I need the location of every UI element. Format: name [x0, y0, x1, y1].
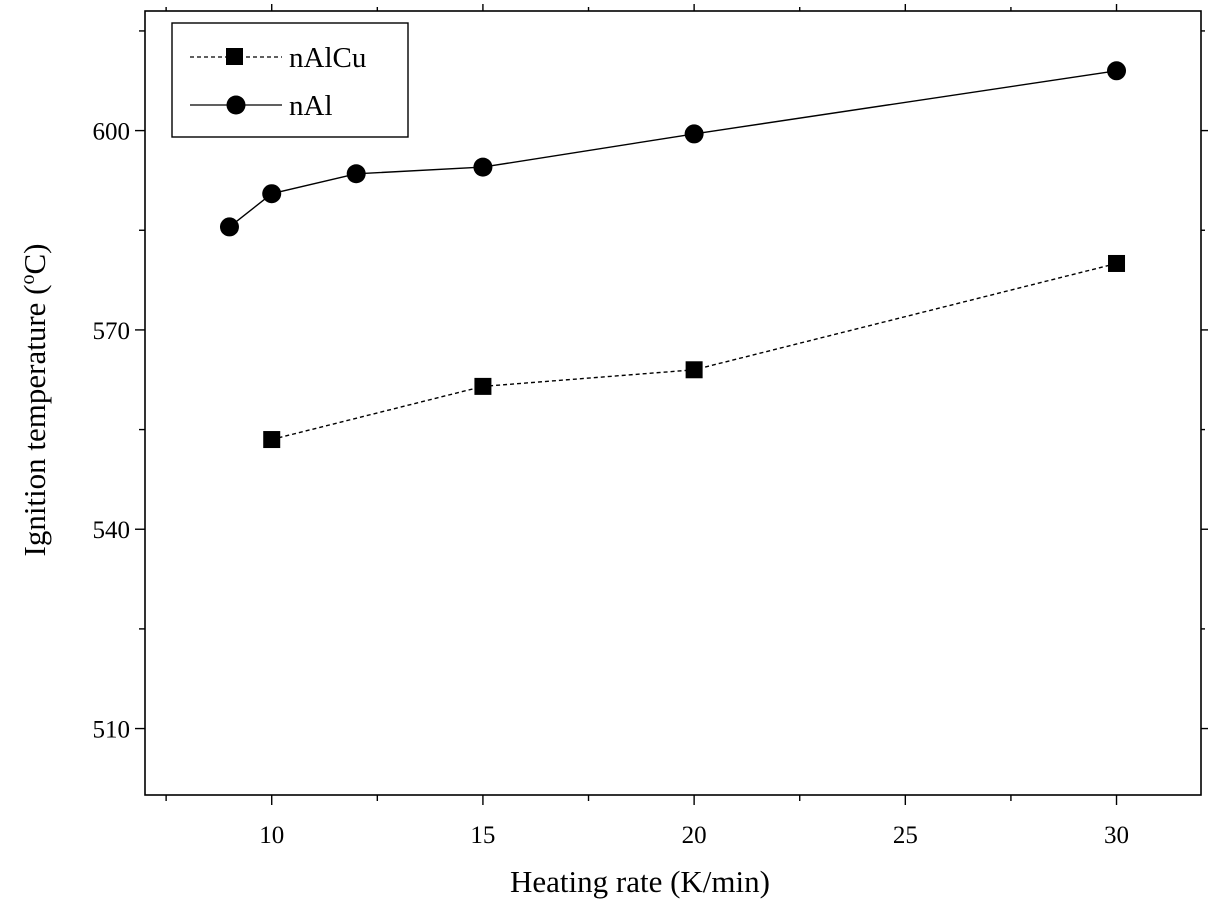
y-axis-title-unit: C) [17, 243, 52, 274]
legend-nalcu-marker [226, 48, 243, 65]
legend-entry-nalcu: nAlCu [190, 42, 366, 74]
data-point-nal [219, 217, 239, 237]
x-axis-title: Heating rate (K/min) [510, 864, 770, 899]
legend-entry-nal: nAl [190, 90, 333, 122]
axes [144, 10, 1202, 796]
y-tick-label: 600 [93, 119, 131, 146]
data-point-nal [346, 164, 366, 184]
y-tick-label: 510 [93, 717, 131, 744]
x-tick-label: 30 [1104, 822, 1129, 849]
y-axis-title: Ignition temperature (oC) [17, 243, 52, 556]
data-point-nalcu [474, 377, 492, 395]
series [219, 61, 1127, 449]
x-tick-label: 15 [470, 822, 495, 849]
legend: nAlCu nAl [171, 22, 409, 138]
legend-box [171, 22, 409, 138]
data-point-nalcu [685, 361, 703, 379]
legend-nal-marker [226, 95, 246, 115]
y-axis-title-degree: o [17, 274, 39, 284]
data-point-nal [262, 184, 282, 204]
legend-nalcu-label: nAlCu [289, 42, 366, 74]
data-point-nal [684, 124, 704, 144]
plot-frame [144, 10, 1202, 796]
y-tick-label: 570 [93, 318, 131, 345]
data-point-nalcu [263, 431, 281, 449]
ticks: 10 15 20 25 30 510 540 570 600 [93, 4, 1208, 849]
data-point-nal [473, 157, 493, 177]
x-tick-label: 20 [682, 822, 707, 849]
data-point-nal [1107, 61, 1127, 81]
y-axis-title-main: Ignition temperature ( [17, 284, 52, 556]
data-point-nalcu [1108, 254, 1126, 272]
y-tick-label: 540 [93, 517, 131, 544]
x-tick-label: 10 [259, 822, 284, 849]
series-line-nalcu [271, 262, 1117, 441]
legend-nal-label: nAl [289, 90, 333, 122]
x-tick-label: 25 [893, 822, 918, 849]
